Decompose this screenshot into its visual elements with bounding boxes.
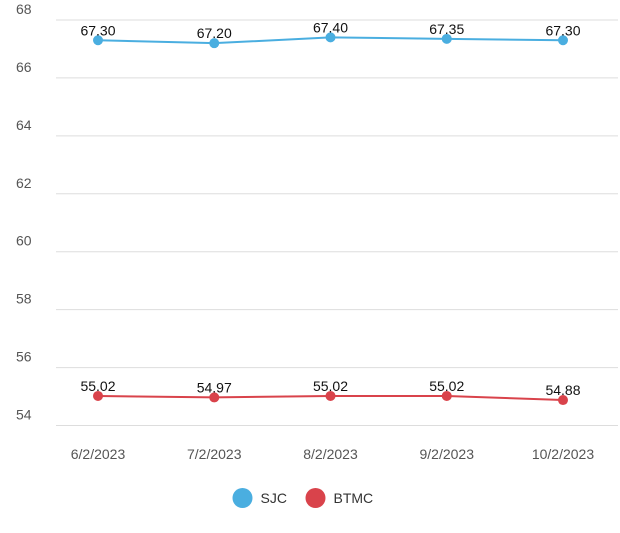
data-label-sjc: 67.30 — [545, 22, 580, 38]
y-tick-label: 66 — [16, 59, 32, 75]
x-axis-ticks: 6/2/2023 7/2/2023 8/2/2023 9/2/2023 10/2/202… — [71, 446, 595, 462]
data-label-btmc: 54.88 — [545, 382, 580, 398]
series-group — [93, 32, 568, 406]
legend-marker-sjc — [232, 488, 253, 508]
y-tick-label: 58 — [16, 291, 32, 307]
data-point-sjc[interactable] — [441, 33, 452, 44]
data-label-sjc: 67.20 — [197, 25, 232, 41]
legend-item-btmc[interactable]: BTMC — [305, 488, 374, 508]
data-label-btmc: 55.02 — [313, 378, 348, 394]
data-labels: 67.30 67.20 67.40 67.35 67.30 55.02 54.97 55.02… — [80, 19, 580, 398]
data-label-btmc: 54.97 — [197, 379, 232, 395]
legend-marker-btmc — [305, 488, 326, 508]
grid-lines — [56, 19, 618, 427]
y-tick-label: 56 — [16, 349, 32, 365]
x-tick-label: 7/2/2023 — [187, 446, 242, 462]
data-point-btmc[interactable] — [558, 395, 568, 406]
legend-label-btmc: BTMC — [334, 490, 374, 506]
y-tick-label: 54 — [16, 407, 32, 423]
x-tick-label: 8/2/2023 — [303, 446, 358, 462]
data-point-sjc[interactable] — [558, 35, 568, 46]
data-label-sjc: 67.35 — [429, 21, 464, 37]
data-point-sjc[interactable] — [209, 38, 220, 49]
data-label-sjc: 67.30 — [80, 22, 115, 38]
x-tick-label: 6/2/2023 — [71, 446, 126, 462]
legend-label-sjc: SJC — [261, 490, 287, 506]
data-point-btmc[interactable] — [325, 390, 336, 401]
data-label-sjc: 67.40 — [313, 19, 348, 35]
x-tick-label: 9/2/2023 — [420, 446, 475, 462]
data-point-sjc[interactable] — [325, 32, 336, 43]
legend-item-sjc[interactable]: SJC — [232, 488, 287, 508]
y-tick-label: 60 — [16, 233, 32, 249]
y-tick-label: 62 — [16, 175, 32, 191]
data-point-btmc[interactable] — [93, 390, 103, 401]
y-tick-label: 68 — [16, 1, 32, 17]
x-tick-label: 10/2/2023 — [532, 446, 594, 462]
legend: SJC BTMC — [232, 488, 374, 508]
data-label-btmc: 55.02 — [429, 378, 464, 394]
data-point-btmc[interactable] — [441, 390, 452, 401]
data-label-btmc: 55.02 — [80, 378, 115, 394]
y-tick-label: 64 — [16, 117, 32, 133]
data-point-btmc[interactable] — [209, 392, 220, 403]
y-axis-ticks: 54 56 58 60 62 64 66 68 — [16, 1, 32, 423]
data-point-sjc[interactable] — [93, 35, 103, 46]
